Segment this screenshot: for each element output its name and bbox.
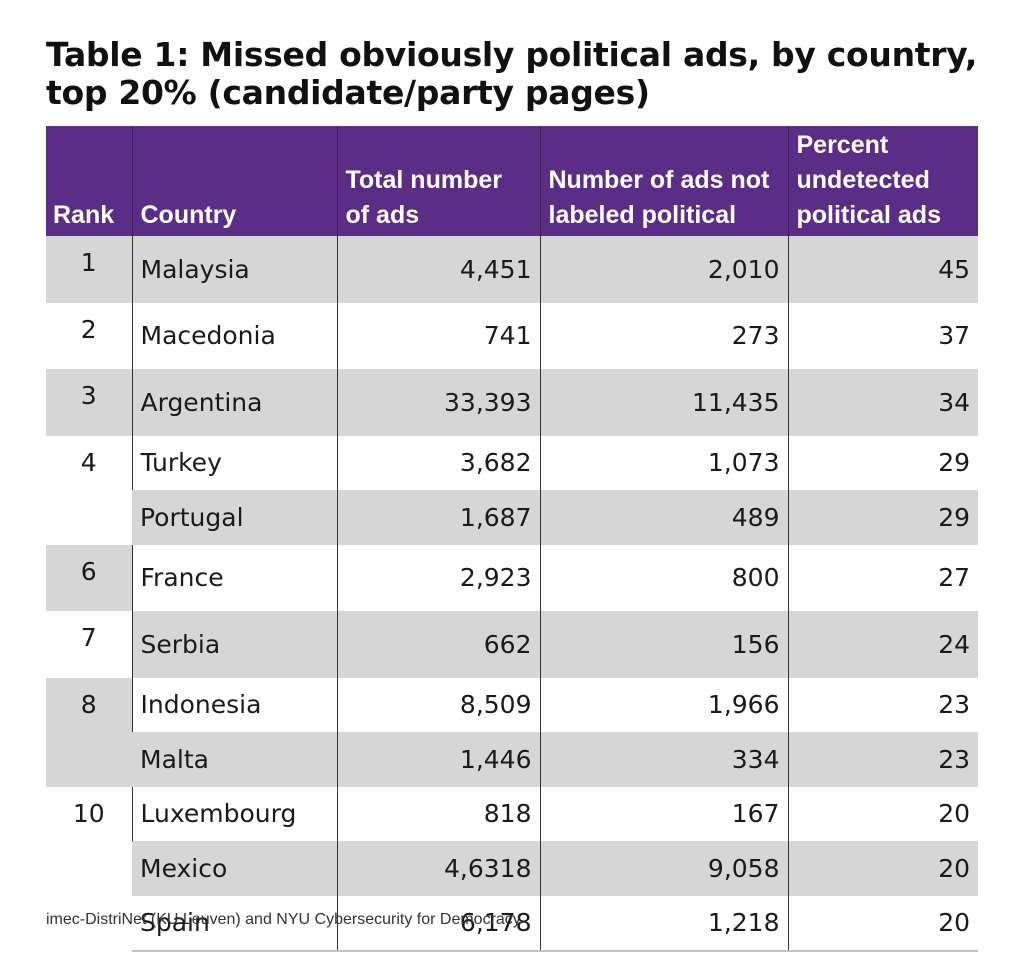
header-total-ads: Total number of ads [336, 126, 540, 236]
not-labeled-cell: 1,966 [539, 677, 788, 732]
table-row: Malta 1,446 334 23 [46, 732, 978, 787]
table-row: Mexico 4,6318 9,058 20 [46, 841, 978, 896]
rank-cell: 3 [46, 369, 132, 436]
table-row: 10 Luxembourg 818 167 20 [46, 786, 978, 951]
country-cell: Spain [132, 895, 337, 952]
rank-cell: 8 [46, 677, 132, 787]
table-row: Portugal 1,687 489 29 [46, 490, 978, 545]
table-row: 6 France 2,923 800 27 [46, 544, 978, 611]
total-ads-cell: 4,451 [336, 236, 540, 303]
total-ads-cell: 4,6318 [336, 841, 540, 896]
percent-cell: 34 [787, 369, 978, 436]
percent-cell: 20 [787, 895, 978, 952]
country-cell: Macedonia [131, 302, 337, 369]
percent-cell: 45 [787, 236, 978, 303]
country-cell: Luxembourg [131, 786, 337, 841]
table-row: 4 Turkey 3,682 1,073 29 [46, 435, 978, 545]
total-ads-cell: 1,687 [336, 490, 540, 545]
header-not-labeled: Number of ads not labeled political [539, 126, 788, 236]
table-row: 2 Macedonia 741 273 37 [46, 302, 978, 369]
rank-cell: 6 [46, 544, 132, 611]
country-cell: Portugal [132, 490, 337, 545]
not-labeled-cell: 11,435 [539, 369, 788, 436]
header-country: Country [131, 126, 337, 236]
not-labeled-cell: 800 [539, 544, 788, 611]
percent-cell: 23 [787, 677, 978, 732]
not-labeled-cell: 9,058 [539, 841, 788, 896]
percent-cell: 23 [787, 732, 978, 787]
total-ads-cell: 33,393 [336, 369, 540, 436]
header-rank: Rank [46, 126, 132, 236]
rank-cell: 4 [46, 435, 132, 545]
table-row: 1 Malaysia 4,451 2,010 45 [46, 236, 978, 303]
not-labeled-cell: 156 [539, 611, 788, 678]
header-percent-undetected: Percent undetected political ads [787, 126, 978, 236]
not-labeled-cell: 334 [539, 732, 788, 787]
table-title: Table 1: Missed obviously political ads,… [46, 35, 978, 112]
country-cell: France [131, 544, 337, 611]
country-cell: Malta [132, 732, 337, 787]
table-row: 3 Argentina 33,393 11,435 34 [46, 369, 978, 436]
country-cell: Serbia [131, 611, 337, 678]
not-labeled-cell: 489 [539, 490, 788, 545]
percent-cell: 27 [787, 544, 978, 611]
country-cell: Turkey [131, 435, 337, 490]
total-ads-cell: 8,509 [336, 677, 540, 732]
country-cell: Mexico [132, 841, 337, 896]
political-ads-table: Rank Country Total number of ads Number … [46, 126, 978, 952]
percent-cell: 29 [787, 435, 978, 490]
table-header-row: Rank Country Total number of ads Number … [46, 126, 978, 236]
total-ads-cell: 662 [336, 611, 540, 678]
source-credit: imec-DistriNet (KU Leuven) and NYU Cyber… [46, 911, 521, 928]
rank-cell: 2 [46, 302, 132, 369]
rank-cell: 1 [46, 236, 132, 303]
rank-cell: 10 [46, 786, 132, 951]
not-labeled-cell: 273 [539, 302, 788, 369]
table-row: 8 Indonesia 8,509 1,966 23 [46, 677, 978, 787]
table-row: Spain 6,178 1,218 20 [46, 895, 978, 952]
country-cell: Argentina [131, 369, 337, 436]
total-ads-cell: 2,923 [336, 544, 540, 611]
total-ads-cell: 6,178 [336, 895, 540, 952]
total-ads-cell: 818 [336, 786, 540, 841]
country-cell: Malaysia [131, 236, 337, 303]
not-labeled-cell: 167 [539, 786, 788, 841]
not-labeled-cell: 1,218 [539, 895, 788, 952]
not-labeled-cell: 1,073 [539, 435, 788, 490]
total-ads-cell: 3,682 [336, 435, 540, 490]
total-ads-cell: 741 [336, 302, 540, 369]
not-labeled-cell: 2,010 [539, 236, 788, 303]
percent-cell: 20 [787, 786, 978, 841]
percent-cell: 20 [787, 841, 978, 896]
percent-cell: 24 [787, 611, 978, 678]
country-cell: Indonesia [131, 677, 337, 732]
rank-cell: 7 [46, 611, 132, 678]
percent-cell: 37 [787, 302, 978, 369]
total-ads-cell: 1,446 [336, 732, 540, 787]
percent-cell: 29 [787, 490, 978, 545]
table-row: 7 Serbia 662 156 24 [46, 611, 978, 678]
